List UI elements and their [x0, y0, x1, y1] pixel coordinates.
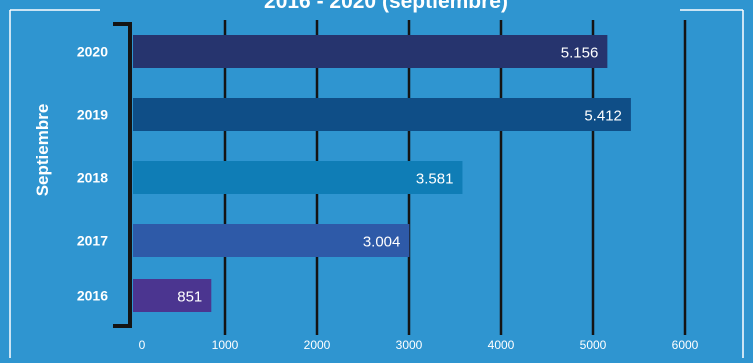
group-label: Septiembre	[33, 104, 52, 197]
bar-2020	[133, 35, 608, 68]
x-tick-5000: 5000	[580, 338, 607, 352]
category-label-2016: 2016	[77, 288, 108, 304]
bars-group: 5.156 5.412 3.581 3.004 851	[133, 35, 631, 312]
x-tick-1000: 1000	[212, 338, 239, 352]
x-tick-3000: 3000	[396, 338, 423, 352]
value-label-2020: 5.156	[561, 45, 599, 62]
category-label-2017: 2017	[77, 233, 108, 249]
bar-2018	[133, 161, 463, 194]
category-label-2018: 2018	[77, 170, 108, 186]
bar-2017	[133, 224, 410, 257]
value-label-2017: 3.004	[363, 234, 401, 251]
chart-title: 2016 - 2020 (septiembre)	[264, 0, 508, 13]
value-label-2019: 5.412	[584, 108, 622, 125]
bar-2019	[133, 98, 631, 131]
category-label-2020: 2020	[77, 44, 108, 60]
category-labels: 2020 2019 2018 2017 2016	[77, 44, 108, 304]
group-bracket	[113, 22, 132, 328]
x-tick-2000: 2000	[304, 338, 331, 352]
x-tick-4000: 4000	[488, 338, 515, 352]
x-tick-6000: 6000	[672, 338, 699, 352]
bar-2016	[133, 279, 212, 312]
value-label-2018: 3.581	[416, 171, 454, 188]
x-tick-labels: 0 1000 2000 3000 4000 5000 6000	[139, 338, 699, 352]
x-tick-0: 0	[139, 338, 146, 352]
category-label-2019: 2019	[77, 107, 108, 123]
value-label-2016: 851	[177, 289, 202, 306]
